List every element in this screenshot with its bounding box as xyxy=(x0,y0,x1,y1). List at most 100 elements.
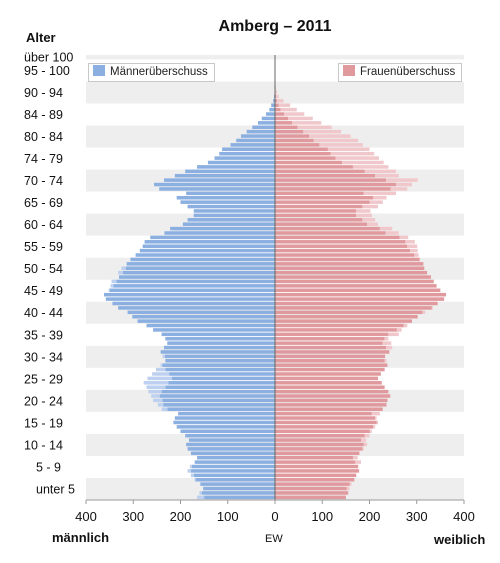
female-surplus-bar xyxy=(364,443,367,447)
male-bar xyxy=(173,421,275,425)
female-surplus-bar xyxy=(364,192,396,196)
female-surplus-bar xyxy=(350,482,352,486)
male-bar xyxy=(128,311,275,315)
female-bar xyxy=(275,381,382,385)
male-bar xyxy=(196,478,275,482)
x-tick-label: 400 xyxy=(453,509,475,524)
female-surplus-bar xyxy=(284,112,304,116)
male-bar xyxy=(169,372,275,376)
male-bar xyxy=(163,403,275,407)
female-bar xyxy=(275,412,372,416)
female-bar xyxy=(275,134,309,138)
y-axis-title: Alter xyxy=(26,30,56,45)
female-bar xyxy=(275,143,319,147)
female-bar xyxy=(275,244,407,248)
male-bar xyxy=(222,148,275,152)
female-bar xyxy=(275,311,422,315)
male-bar xyxy=(165,355,275,359)
male-bar xyxy=(164,346,275,350)
y-tick-label: 35 - 39 xyxy=(24,328,63,342)
legend-male-swatch xyxy=(93,65,105,76)
y-tick-label: unter 5 xyxy=(36,482,75,496)
male-bar xyxy=(181,430,276,434)
female-bar xyxy=(275,297,444,301)
male-bar xyxy=(215,156,275,160)
female-bar xyxy=(275,337,385,341)
female-surplus-bar xyxy=(385,337,389,341)
female-surplus-bar xyxy=(281,108,297,112)
male-bar xyxy=(247,130,275,134)
male-bar xyxy=(189,438,275,442)
male-bar xyxy=(112,302,275,306)
female-bar xyxy=(275,447,362,451)
female-surplus-bar xyxy=(279,103,290,107)
female-surplus-bar xyxy=(405,240,414,244)
male-bar xyxy=(177,425,275,429)
male-bar xyxy=(191,469,275,473)
female-surplus-bar xyxy=(397,328,402,332)
male-bar xyxy=(188,447,275,451)
female-bar xyxy=(275,103,279,107)
female-surplus-bar xyxy=(319,143,362,147)
legend-female-swatch xyxy=(343,65,355,76)
female-surplus-bar xyxy=(388,333,398,337)
female-bar xyxy=(275,271,427,275)
female-surplus-bar xyxy=(276,95,279,99)
y-tick-label: 10 - 14 xyxy=(24,438,63,452)
female-bar xyxy=(275,399,387,403)
male-bar xyxy=(130,258,275,262)
x-tick-label: 300 xyxy=(122,509,144,524)
female-bar xyxy=(275,156,335,160)
male-surplus-bar xyxy=(161,363,163,367)
male-surplus-bar xyxy=(109,289,110,293)
female-surplus-bar xyxy=(362,205,378,209)
female-bar xyxy=(275,319,412,323)
female-surplus-bar xyxy=(410,249,418,253)
male-bar xyxy=(252,125,275,129)
y-tick-label: 90 - 94 xyxy=(24,86,63,100)
female-bar xyxy=(275,438,361,442)
male-bar xyxy=(143,244,275,248)
female-bar xyxy=(275,482,350,486)
female-surplus-bar xyxy=(361,438,366,442)
male-surplus-bar xyxy=(121,266,125,270)
y-tick-label: 40 - 44 xyxy=(24,306,63,320)
female-bar xyxy=(275,430,370,434)
male-bar xyxy=(194,209,275,213)
male-bar xyxy=(236,139,275,143)
y-tick-label: 5 - 9 xyxy=(36,460,61,474)
female-surplus-bar xyxy=(404,324,408,328)
female-surplus-bar xyxy=(372,412,380,416)
female-bar xyxy=(275,452,359,456)
male-bar xyxy=(162,333,275,337)
male-bar xyxy=(163,363,275,367)
male-surplus-bar xyxy=(188,469,191,473)
male-bar xyxy=(162,390,275,394)
male-bar xyxy=(241,134,275,138)
female-bar xyxy=(275,280,434,284)
x-tick-label: 400 xyxy=(75,509,97,524)
male-surplus-bar xyxy=(151,394,160,398)
male-bar xyxy=(191,452,275,456)
female-surplus-bar xyxy=(275,90,276,94)
female-surplus-bar xyxy=(362,218,375,222)
female-bar xyxy=(275,341,383,345)
male-bar xyxy=(164,178,275,182)
male-bar xyxy=(118,306,275,310)
female-bar xyxy=(275,187,391,191)
male-bar xyxy=(140,249,275,253)
female-surplus-bar xyxy=(353,165,388,169)
male-bar xyxy=(126,266,275,270)
y-tick-label: 70 - 74 xyxy=(24,174,63,188)
male-bar xyxy=(165,359,275,363)
female-bar xyxy=(275,434,365,438)
female-bar xyxy=(275,205,362,209)
female-bar xyxy=(275,125,298,129)
male-bar xyxy=(164,231,275,235)
female-bar xyxy=(275,258,420,262)
female-bar xyxy=(275,394,390,398)
female-bar xyxy=(275,174,375,178)
male-surplus-bar xyxy=(195,478,196,482)
male-bar xyxy=(208,161,275,165)
chart-title: Amberg – 2011 xyxy=(0,18,500,36)
